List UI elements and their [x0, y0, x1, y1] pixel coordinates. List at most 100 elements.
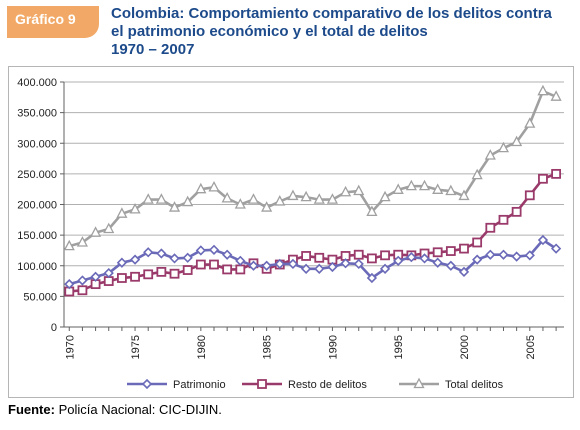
x-tick-label: 1970: [64, 335, 76, 359]
source-label: Fuente:: [8, 402, 55, 417]
data-point-total-delitos: [247, 193, 260, 204]
data-point-patrimonio: [90, 271, 101, 282]
data-point-patrimonio: [327, 261, 338, 273]
data-point-resto-de-delitos: [143, 269, 154, 280]
data-point-resto-de-delitos: [182, 265, 193, 275]
chart-frame: 0 50.000 100.000 150.000 200.000 250.000 300.0…: [8, 66, 574, 398]
y-tick-label: 50.000: [23, 291, 57, 303]
x-tick-label: 1985: [262, 335, 274, 359]
data-point-total-delitos: [168, 201, 181, 212]
data-point-total-delitos: [300, 190, 312, 202]
x-tick-label: 1975: [130, 335, 142, 359]
x-tick-label: 2005: [525, 335, 537, 359]
data-point-total-delitos: [537, 84, 549, 96]
chart-title-line-1: Colombia: Comportamiento comparativo de …: [111, 5, 552, 22]
data-point-patrimonio: [77, 275, 88, 286]
data-point-total-delitos: [471, 168, 483, 180]
data-point-patrimonio: [511, 251, 522, 262]
data-point-total-delitos: [445, 184, 457, 196]
data-point-total-delitos: [432, 183, 444, 194]
x-tick-label: 1990: [327, 335, 339, 359]
data-point-patrimonio: [458, 266, 470, 278]
data-point-patrimonio: [353, 258, 364, 270]
data-point-resto-de-delitos: [235, 264, 246, 275]
data-point-total-delitos: [116, 207, 128, 218]
data-point-patrimonio: [419, 253, 430, 264]
data-point-patrimonio: [445, 260, 456, 271]
data-point-total-delitos: [418, 179, 431, 191]
data-point-total-delitos: [379, 190, 391, 202]
source-note: Fuente: Policía Nacional: CIC-DIJIN.: [8, 402, 222, 417]
data-point-total-delitos: [287, 189, 299, 201]
data-point-patrimonio: [64, 278, 75, 290]
data-point-resto-de-delitos: [380, 250, 390, 261]
data-point-total-delitos: [366, 205, 378, 217]
x-tick-label: 1980: [196, 335, 208, 359]
data-point-total-delitos: [208, 180, 220, 192]
chart-title-line-2: el patrimonio económico y el total de de…: [111, 23, 428, 40]
data-point-total-delitos: [339, 185, 352, 197]
data-point-resto-de-delitos: [156, 266, 167, 277]
series-line-patrimonio: [68, 238, 557, 286]
data-point-resto-de-delitos: [209, 259, 219, 270]
data-point-resto-de-delitos: [222, 264, 233, 275]
data-point-patrimonio: [432, 257, 443, 268]
data-point-total-delitos: [195, 182, 207, 194]
data-point-total-delitos: [497, 141, 510, 153]
data-point-total-delitos: [63, 239, 75, 251]
data-point-total-delitos: [261, 201, 273, 212]
y-tick-label: 400.000: [17, 77, 57, 89]
data-point-resto-de-delitos: [445, 246, 456, 256]
data-point-patrimonio: [129, 254, 141, 265]
data-point-patrimonio: [208, 244, 220, 255]
series-line-resto-de-delitos: [69, 172, 557, 293]
line-chart: 0 50.000 100.000 150.000 200.000 250.000 300.0…: [17, 77, 564, 391]
y-tick-label: 300.000: [17, 138, 57, 150]
data-point-patrimonio: [366, 272, 378, 284]
data-point-total-delitos: [313, 193, 325, 204]
x-tick-label: 1995: [393, 335, 405, 359]
data-point-total-delitos: [234, 198, 246, 209]
data-point-total-delitos: [458, 189, 470, 201]
data-point-patrimonio: [406, 252, 417, 263]
data-point-patrimonio: [537, 234, 549, 246]
source-text: Policía Nacional: CIC-DIJIN.: [54, 402, 222, 417]
data-point-patrimonio: [116, 257, 128, 268]
data-point-resto-de-delitos: [551, 168, 562, 179]
y-tick-label: 200.000: [17, 200, 57, 212]
chart-number-label: Gráfico 9: [15, 11, 76, 27]
data-point-patrimonio: [498, 249, 509, 260]
data-point-resto-de-delitos: [314, 252, 325, 263]
data-point-resto-de-delitos: [353, 249, 364, 260]
data-point-patrimonio: [485, 249, 496, 260]
data-point-patrimonio: [393, 255, 404, 266]
y-tick-label: 250.000: [17, 169, 57, 181]
data-point-resto-de-delitos: [485, 222, 496, 233]
data-point-resto-de-delitos: [432, 247, 443, 258]
data-point-total-delitos: [89, 226, 102, 237]
data-point-total-delitos: [392, 183, 404, 194]
data-point-patrimonio: [156, 248, 167, 259]
data-point-total-delitos: [353, 184, 365, 196]
data-point-total-delitos: [524, 117, 536, 128]
data-point-total-delitos: [142, 193, 154, 204]
chart-title-line-3: 1970 – 2007: [111, 41, 195, 58]
data-point-patrimonio: [379, 263, 391, 274]
data-point-total-delitos: [129, 203, 141, 214]
data-point-patrimonio: [182, 252, 193, 263]
data-point-resto-de-delitos: [538, 173, 548, 184]
data-point-resto-de-delitos: [103, 276, 114, 286]
legend-marker-patrimonio: [141, 378, 153, 390]
data-point-resto-de-delitos: [472, 237, 483, 248]
data-point-resto-de-delitos: [130, 271, 140, 282]
data-point-total-delitos: [550, 90, 562, 101]
data-point-patrimonio: [340, 258, 351, 269]
data-point-total-delitos: [326, 193, 339, 204]
data-point-total-delitos: [274, 195, 286, 206]
data-point-patrimonio: [274, 258, 285, 270]
legend-marker-resto-de-delitos: [257, 379, 267, 389]
data-point-patrimonio: [261, 260, 272, 271]
y-tick-label: 150.000: [17, 230, 57, 242]
data-point-patrimonio: [472, 254, 483, 265]
series-line-total-delitos: [68, 89, 557, 248]
